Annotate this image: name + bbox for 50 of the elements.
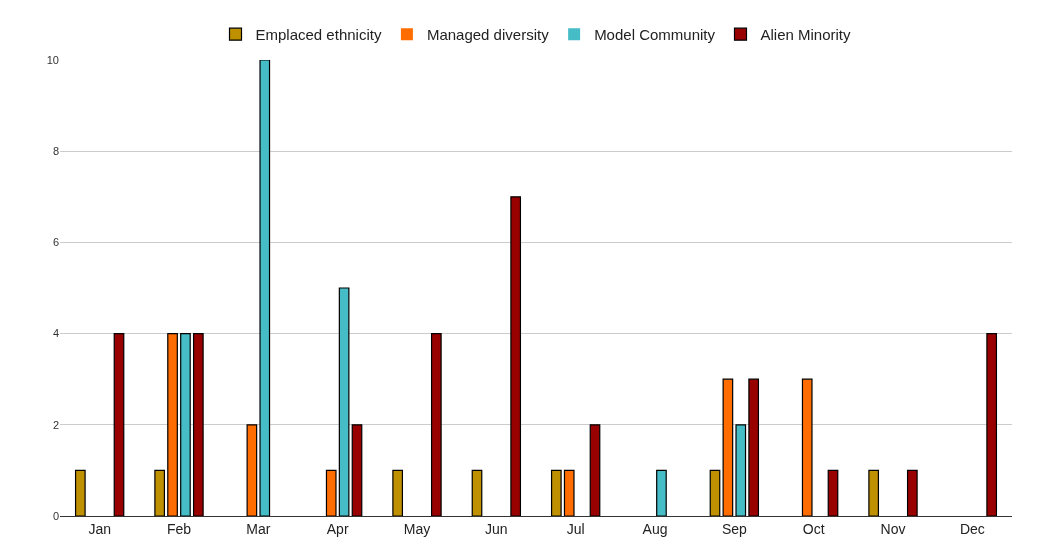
bar [74, 469, 86, 516]
bar [154, 469, 166, 516]
bar [471, 469, 483, 516]
bar [246, 424, 258, 516]
bar [325, 469, 337, 516]
bar [351, 424, 363, 516]
x-tick-label: Aug [642, 520, 668, 537]
x-tick-label: Nov [880, 520, 906, 537]
bar [563, 469, 575, 516]
x-tick-label: Jan [88, 520, 111, 537]
legend-label: Managed diversity [426, 25, 550, 43]
bar [167, 333, 178, 516]
bar [550, 469, 562, 516]
bar [709, 469, 721, 516]
bar [430, 333, 442, 516]
y-tick-label: 10 [46, 53, 59, 66]
x-tick-label: Jun [485, 520, 508, 537]
y-tick-label: 4 [52, 327, 59, 340]
y-tick-label: 6 [52, 236, 59, 249]
x-tick-label: Sep [721, 520, 747, 537]
bar [510, 196, 522, 516]
bar [392, 469, 404, 516]
x-tick-label: Dec [959, 520, 985, 537]
bar [827, 469, 839, 516]
y-tick-label: 8 [52, 145, 59, 158]
bar [868, 469, 880, 516]
bar [735, 424, 747, 516]
y-tick-label: 2 [52, 418, 59, 431]
bar [338, 287, 350, 516]
bar [656, 469, 667, 516]
bar [180, 333, 191, 516]
legend-label: Emplaced ethnicity [255, 25, 382, 43]
x-tick-label: Feb [166, 520, 192, 537]
bar [906, 469, 918, 516]
bar [986, 333, 998, 516]
x-tick-label: May [403, 520, 431, 537]
x-tick-label: Jul [566, 520, 585, 537]
bar [192, 333, 204, 516]
x-tick-label: Apr [326, 520, 349, 537]
legend-label: Model Community [594, 25, 716, 43]
y-tick-label: 0 [52, 509, 59, 522]
bar [748, 378, 760, 516]
bar [113, 333, 125, 516]
x-tick-label: Oct [802, 520, 825, 537]
bar [722, 378, 734, 516]
bar [259, 60, 271, 516]
x-tick-label: Mar [246, 520, 271, 537]
bar [589, 424, 601, 516]
legend-label: Alien Minority [760, 25, 852, 43]
bar [801, 378, 813, 516]
